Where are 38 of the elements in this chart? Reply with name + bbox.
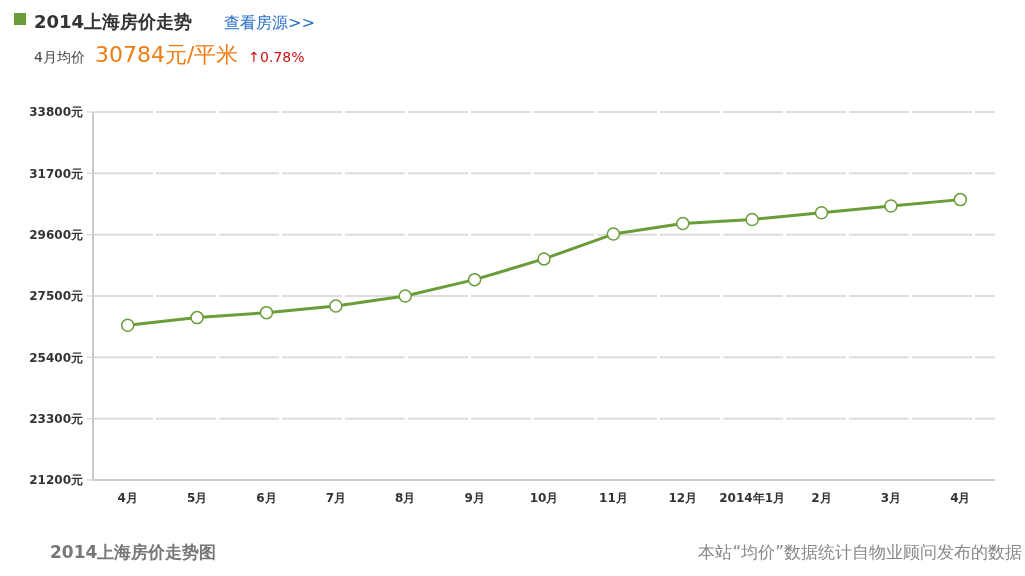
x-tick-label: 10月 <box>529 491 559 505</box>
text: 本站“均价”数据统计自物业顾问发布的数据 <box>698 542 1022 562</box>
point <box>676 216 690 231</box>
point <box>398 289 412 303</box>
point <box>329 299 343 313</box>
y-tick-label: 27500元 <box>29 289 83 304</box>
chart-title: 2014上海房价走势 <box>34 11 193 32</box>
point <box>259 305 274 320</box>
y-tick-label: 21200元 <box>29 473 83 488</box>
x-tick-label: 8月 <box>395 491 416 505</box>
point <box>606 227 621 241</box>
x-tick-label: 11月 <box>599 491 628 505</box>
y-tick-label: 31700元 <box>29 166 83 181</box>
point <box>537 252 551 266</box>
y-tick-label: 23300元 <box>29 411 83 426</box>
x-tick-label: 9月 <box>464 491 485 505</box>
point <box>190 310 204 325</box>
chart-subtitle: 4月均价 30784元/平米 ↑0.78% <box>34 42 305 67</box>
point <box>120 318 135 332</box>
x-tick-label: 5月 <box>186 491 208 505</box>
point <box>745 212 759 227</box>
point <box>953 192 968 207</box>
x-tick-label: 2014年1月 <box>719 491 786 505</box>
y-tick-label: 29600元 <box>29 227 83 242</box>
point <box>884 199 898 213</box>
text: 2014上海房价走势图 <box>50 542 217 562</box>
x-tick-label: 6月 <box>256 491 277 505</box>
point <box>814 206 829 220</box>
x-tick-label: 12月 <box>668 491 698 505</box>
x-tick-label: 4月 <box>950 491 971 505</box>
text: 查看房源>> <box>224 13 315 32</box>
x-tick-label: 4月 <box>117 491 138 505</box>
y-tick-label: 33800元 <box>29 105 83 120</box>
y-tick-label: 25400元 <box>29 350 83 365</box>
x-tick-label: 3月 <box>880 491 902 505</box>
point <box>467 272 482 287</box>
x-tick-label: 7月 <box>325 491 347 505</box>
x-tick-label: 2月 <box>811 491 832 505</box>
